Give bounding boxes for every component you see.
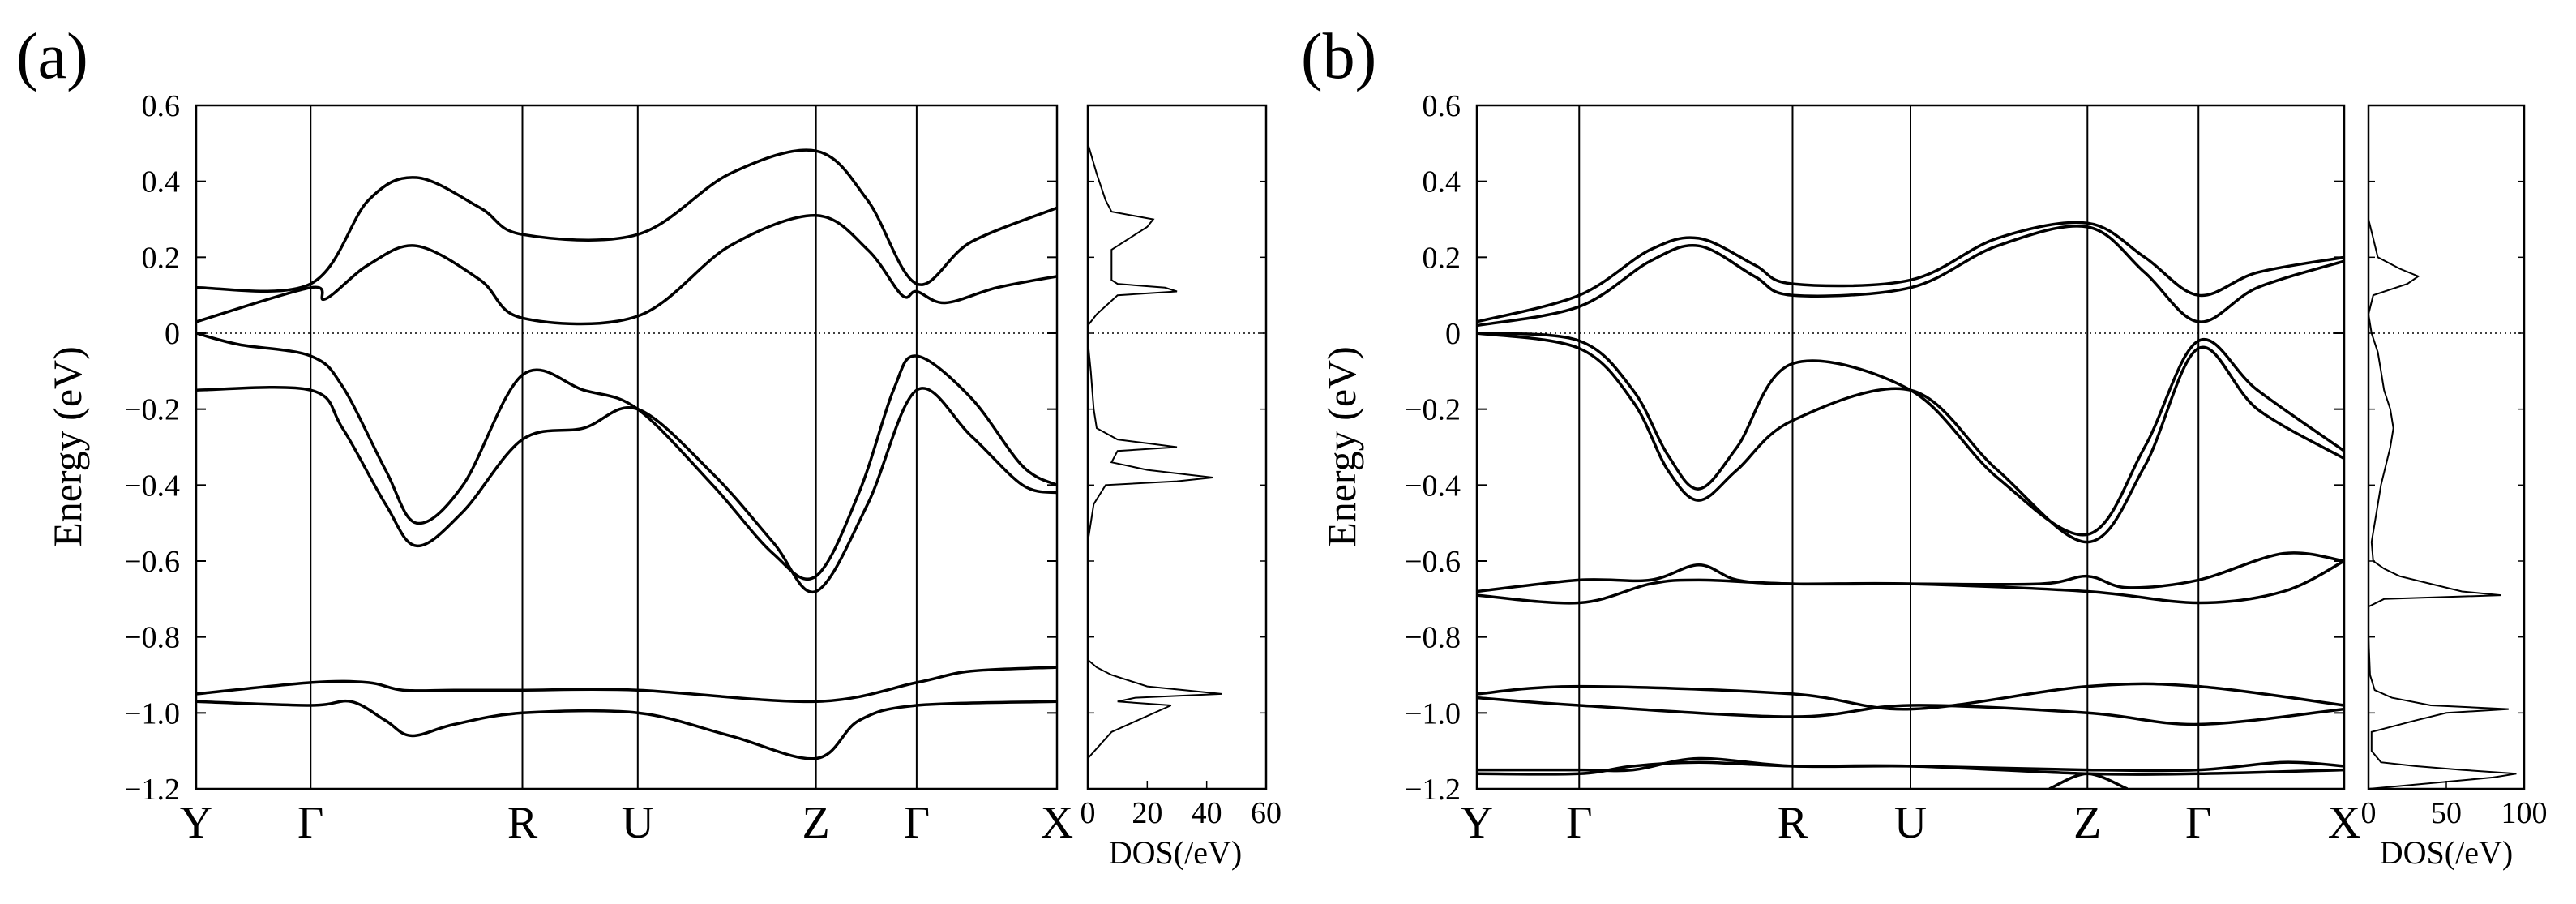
y-tick-label: −0.8	[1405, 621, 1461, 655]
k-point-label: U	[622, 798, 654, 848]
band-line-band-2	[1477, 225, 2344, 328]
dos-x-tick-label: 20	[1132, 796, 1162, 830]
dos-x-tick-label: 100	[2501, 796, 2548, 830]
band-line-band-4	[196, 385, 1057, 594]
k-point-label: Y	[1461, 798, 1493, 848]
y-tick-label: −1.0	[124, 696, 180, 730]
y-tick-label: −0.8	[124, 621, 180, 655]
band-line-band-5	[196, 666, 1057, 704]
y-tick-label: 0	[165, 317, 180, 351]
y-tick-label: −1.0	[1405, 696, 1461, 730]
dos-x-tick-label: 60	[1251, 796, 1282, 830]
y-tick-label: 0.6	[142, 89, 181, 123]
dos-axis-title: DOS(/eV)	[2380, 834, 2513, 871]
k-point-label: Y	[180, 798, 212, 848]
y-axis-title: Energy (eV)	[45, 346, 90, 547]
y-tick-label: −0.6	[1405, 545, 1461, 579]
k-point-label: Γ	[904, 798, 930, 848]
dos-curve	[1088, 105, 1222, 789]
y-tick-label: 0	[1445, 317, 1461, 351]
dos-curve	[2368, 105, 2517, 789]
y-tick-label: −0.4	[124, 469, 180, 503]
y-tick-label: −0.4	[1405, 469, 1461, 503]
band-line-band-1	[196, 148, 1057, 293]
k-point-label: Z	[802, 798, 830, 848]
panel-label: (a)	[16, 21, 88, 92]
dos-axis-title: DOS(/eV)	[1109, 834, 1242, 871]
panel-a: (a) Energy (eV) 0.6 0.4 0.2 0 −0.2 −0.4 −0.6 −0.8…	[16, 21, 1282, 871]
k-point-label: R	[1778, 798, 1808, 848]
band-line-band-6	[196, 699, 1057, 760]
k-point-label: U	[1894, 798, 1927, 848]
y-tick-label: −0.2	[1405, 393, 1461, 427]
band-line-band-4	[1477, 332, 2344, 544]
band-line-band-1	[1477, 221, 2344, 323]
bands	[1477, 221, 2344, 789]
k-point-label: X	[2328, 798, 2360, 848]
k-point-label: Γ	[2185, 798, 2211, 848]
y-tick-label: −1.2	[124, 773, 180, 807]
dos-x-tick-label: 40	[1192, 796, 1222, 830]
band-line-band-3	[196, 332, 1057, 581]
y-tick-label: −0.6	[124, 545, 180, 579]
panel-label: (b)	[1301, 21, 1376, 92]
band-line-band-6	[1477, 559, 2344, 605]
bands	[196, 148, 1057, 760]
panel-b: (b) Energy (eV) 0.6 0.4 0.2 0 −0.2 −0.4 −0.6 −0.8…	[1301, 21, 2548, 871]
k-point-label: Z	[2073, 798, 2101, 848]
band-line-band-11	[2048, 772, 2129, 789]
dos-x-tick-label: 0	[1080, 796, 1096, 830]
dos-frame	[2367, 104, 2526, 790]
y-tick-label: −1.2	[1405, 773, 1461, 807]
plot-frame	[195, 104, 1059, 790]
y-tick-label: 0.4	[1423, 165, 1461, 199]
y-tick-label: 0.2	[142, 241, 181, 275]
y-tick-label: 0.6	[1423, 89, 1461, 123]
k-point-label: R	[507, 798, 538, 848]
dos-frame	[1086, 104, 1268, 790]
y-axis-title: Energy (eV)	[1319, 346, 1364, 547]
dos-x-tick-label: 50	[2431, 796, 2462, 830]
band-line-band-2	[196, 214, 1057, 326]
k-point-label: Γ	[297, 798, 323, 848]
y-tick-label: 0.4	[142, 165, 181, 199]
band-line-band-8	[1477, 696, 2344, 726]
k-point-label: Γ	[1566, 798, 1592, 848]
band-line-band-10	[1477, 760, 2344, 776]
dos-x-tick-label: 0	[2361, 796, 2377, 830]
band-line-band-7	[1477, 682, 2344, 711]
k-point-label: X	[1041, 798, 1073, 848]
y-tick-label: −0.2	[124, 393, 180, 427]
y-tick-label: 0.2	[1423, 241, 1461, 275]
band-line-band-3	[1477, 332, 2344, 537]
